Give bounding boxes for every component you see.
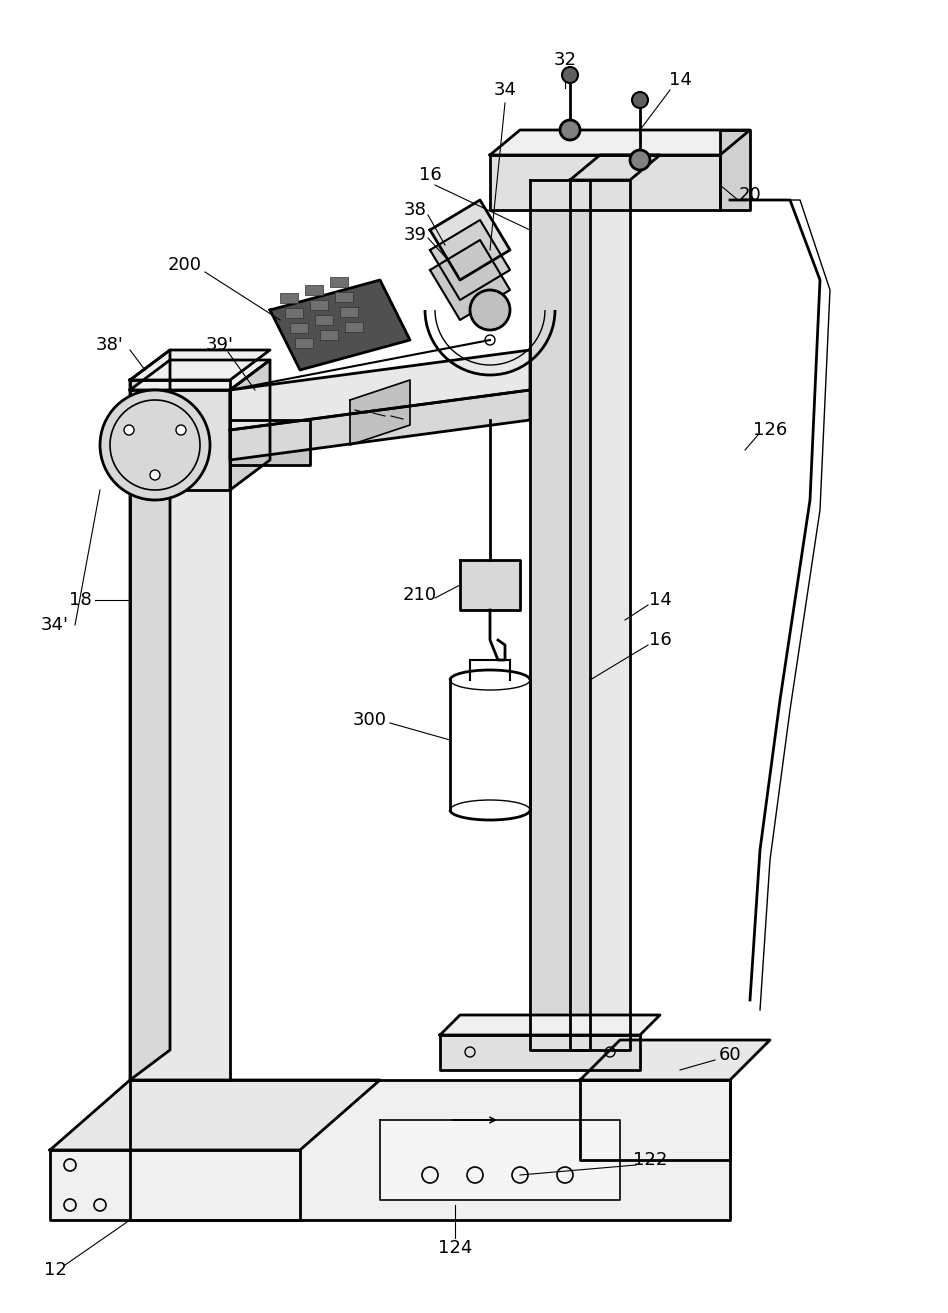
Circle shape [124,425,134,435]
Text: 126: 126 [753,421,787,439]
Polygon shape [430,200,510,280]
Text: 122: 122 [633,1152,667,1169]
Text: 32: 32 [554,51,576,70]
Circle shape [562,67,578,83]
Circle shape [100,390,210,500]
Polygon shape [720,130,750,210]
Polygon shape [490,130,750,155]
Text: 300: 300 [353,712,387,729]
Polygon shape [230,360,270,490]
Text: 12: 12 [44,1260,66,1279]
Bar [340,307,358,316]
Bar [295,337,313,348]
Circle shape [470,290,510,330]
Bar [310,299,328,310]
Bar [320,330,338,340]
Text: 200: 200 [168,256,202,274]
Text: 60: 60 [719,1046,741,1064]
Text: 14: 14 [668,71,691,89]
Polygon shape [350,379,410,445]
Text: 210: 210 [403,586,437,604]
Polygon shape [580,1040,770,1081]
Polygon shape [230,420,310,465]
Polygon shape [230,390,530,460]
Polygon shape [530,180,590,1050]
Polygon shape [230,351,530,429]
Polygon shape [580,1081,730,1159]
Polygon shape [460,561,520,611]
Text: 38': 38' [96,336,124,355]
Text: 14: 14 [648,591,671,609]
Polygon shape [130,1081,730,1220]
Bar [330,277,348,288]
Circle shape [150,470,160,481]
Text: 20: 20 [738,186,761,204]
Bar [305,285,323,295]
Text: 38: 38 [404,201,427,219]
Text: 39: 39 [404,226,427,244]
Circle shape [560,119,580,140]
Polygon shape [270,280,410,370]
Polygon shape [490,155,720,210]
Polygon shape [130,360,270,390]
Polygon shape [130,351,170,1081]
Circle shape [630,150,650,169]
Text: 39': 39' [206,336,234,355]
Text: 18: 18 [68,591,91,609]
Polygon shape [570,180,630,1050]
Text: 34: 34 [494,81,517,98]
Circle shape [632,92,648,108]
Bar [335,291,353,302]
Polygon shape [130,379,230,1081]
Text: 34': 34' [41,616,69,634]
Polygon shape [50,1150,300,1220]
Bar [280,293,298,303]
Circle shape [176,425,186,435]
Bar [345,322,363,332]
Bar [290,323,308,334]
Bar [315,315,333,326]
Polygon shape [440,1035,640,1070]
Bar [285,309,303,318]
Polygon shape [430,221,510,299]
Text: 124: 124 [438,1239,472,1257]
Text: 16: 16 [648,632,671,649]
Polygon shape [440,1015,660,1035]
Polygon shape [50,1081,380,1150]
Polygon shape [130,351,270,379]
Polygon shape [570,155,660,180]
Text: 16: 16 [419,165,442,184]
Polygon shape [430,240,510,320]
Polygon shape [380,1120,620,1200]
Polygon shape [130,390,230,490]
